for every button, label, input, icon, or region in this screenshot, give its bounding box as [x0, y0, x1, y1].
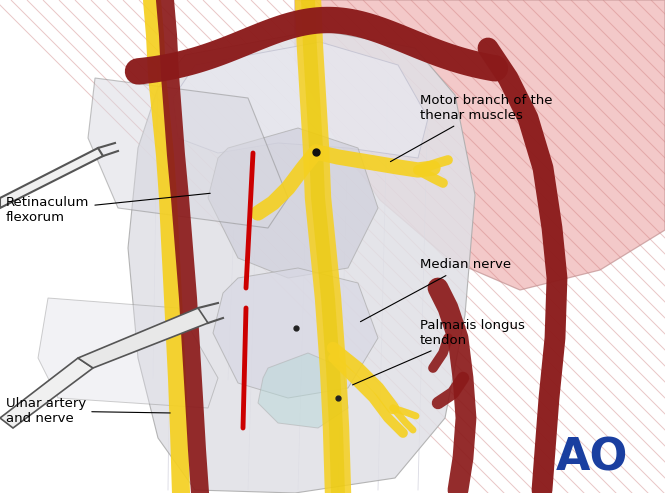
Text: Median nerve: Median nerve: [360, 258, 511, 321]
Polygon shape: [38, 298, 218, 408]
Polygon shape: [88, 78, 288, 228]
Polygon shape: [295, 0, 665, 290]
Polygon shape: [128, 30, 475, 493]
Polygon shape: [78, 308, 208, 368]
Polygon shape: [0, 148, 103, 208]
Polygon shape: [173, 42, 428, 158]
Text: AO: AO: [556, 436, 628, 480]
Text: Motor branch of the
thenar muscles: Motor branch of the thenar muscles: [390, 94, 553, 162]
Polygon shape: [208, 128, 378, 278]
Text: Ulnar artery
and nerve: Ulnar artery and nerve: [6, 397, 170, 425]
Text: Retinaculum
flexorum: Retinaculum flexorum: [6, 193, 210, 224]
Polygon shape: [258, 353, 348, 428]
Polygon shape: [0, 358, 93, 428]
Text: Palmaris longus
tendon: Palmaris longus tendon: [352, 319, 525, 385]
Polygon shape: [213, 268, 378, 398]
